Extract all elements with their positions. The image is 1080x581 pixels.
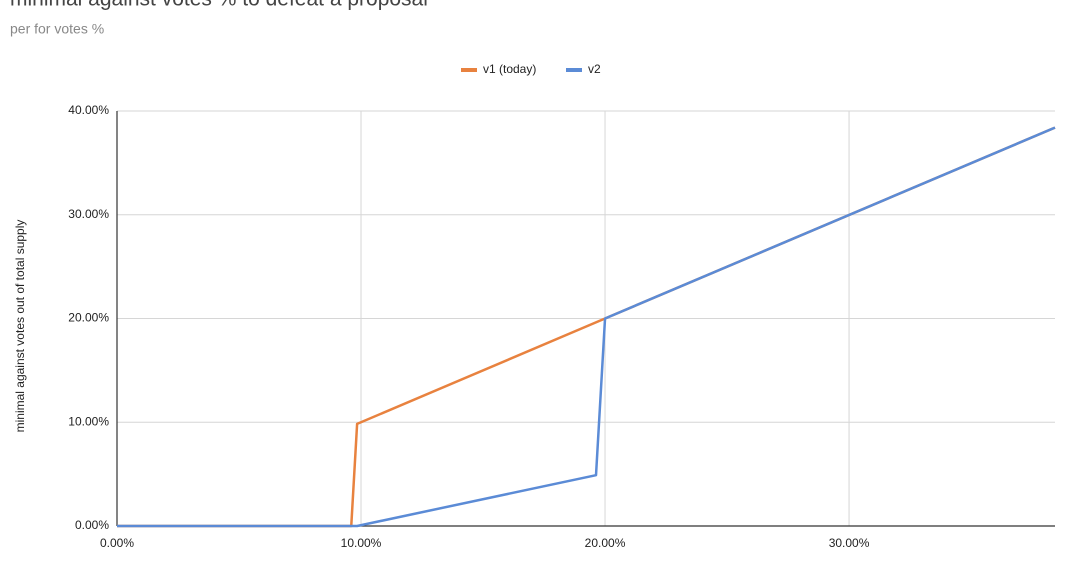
legend-swatch [461,68,477,72]
y-tick-label: 0.00% [75,518,109,532]
legend-label: v1 (today) [483,62,536,76]
chart-title: minimal against votes % to defeat a prop… [10,0,428,11]
y-axis-title: minimal against votes out of total suppl… [13,220,27,433]
y-tick-label: 10.00% [68,414,109,428]
y-tick-label: 20.00% [68,311,109,325]
y-tick-label: 30.00% [68,207,109,221]
chart-subtitle: per for votes % [10,21,104,37]
x-tick-label: 0.00% [100,536,134,550]
y-tick-label: 40.00% [68,103,109,117]
x-tick-label: 10.00% [341,536,382,550]
x-tick-label: 30.00% [829,536,870,550]
legend-swatch [566,68,582,72]
series-line [117,126,1056,528]
x-tick-label: 20.00% [585,536,626,550]
legend-label: v2 [588,62,601,76]
